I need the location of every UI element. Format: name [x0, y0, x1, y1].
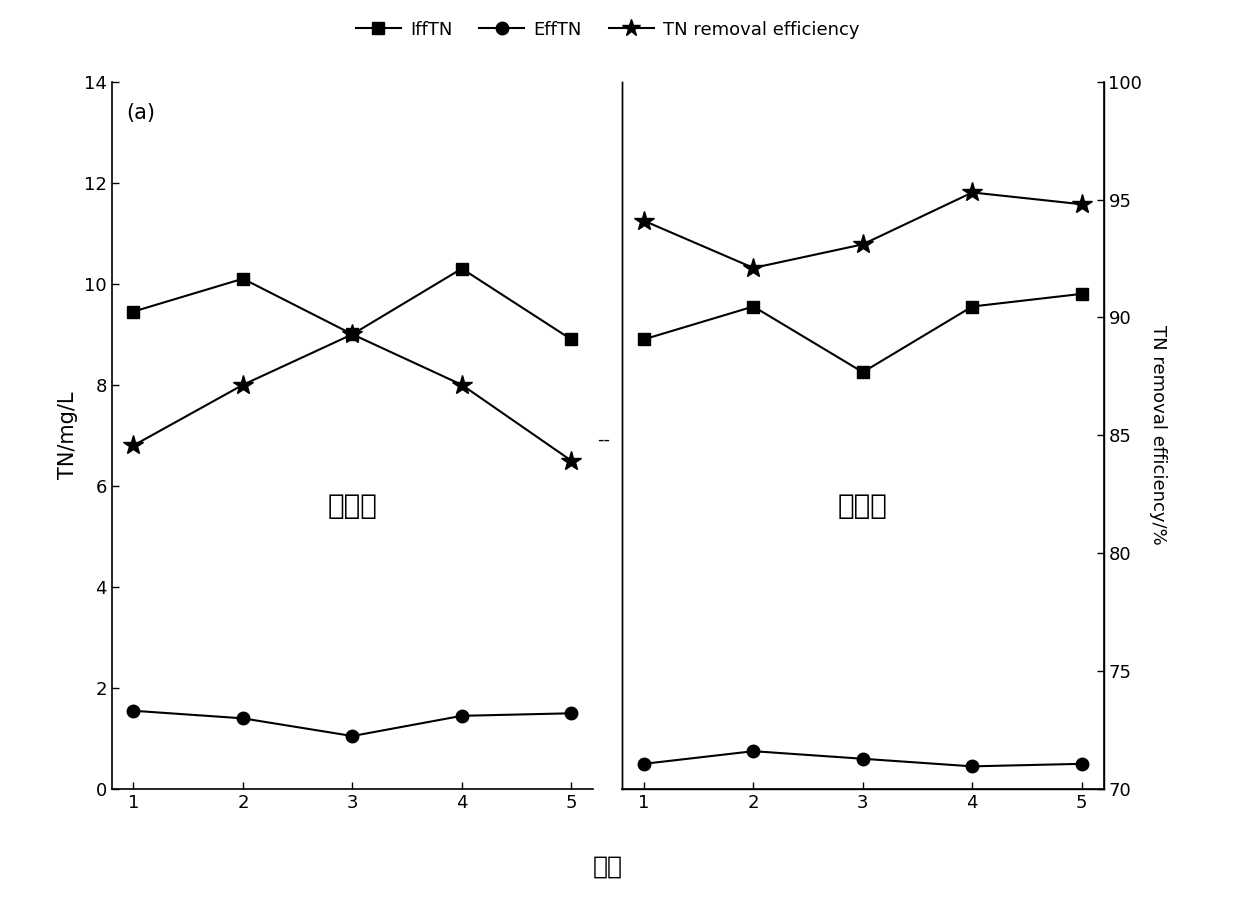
Y-axis label: TN removal efficiency/%: TN removal efficiency/% [1149, 326, 1167, 545]
Text: 饥饿前: 饥饿前 [327, 493, 377, 520]
Text: 次数: 次数 [593, 854, 622, 878]
Y-axis label: TN/mg/L: TN/mg/L [58, 392, 78, 479]
Text: --: -- [598, 431, 610, 449]
Text: 饥饿后: 饥饿后 [838, 493, 888, 520]
Legend: IffTN, EffTN, TN removal efficiency: IffTN, EffTN, TN removal efficiency [348, 14, 867, 46]
Text: (a): (a) [126, 102, 155, 122]
